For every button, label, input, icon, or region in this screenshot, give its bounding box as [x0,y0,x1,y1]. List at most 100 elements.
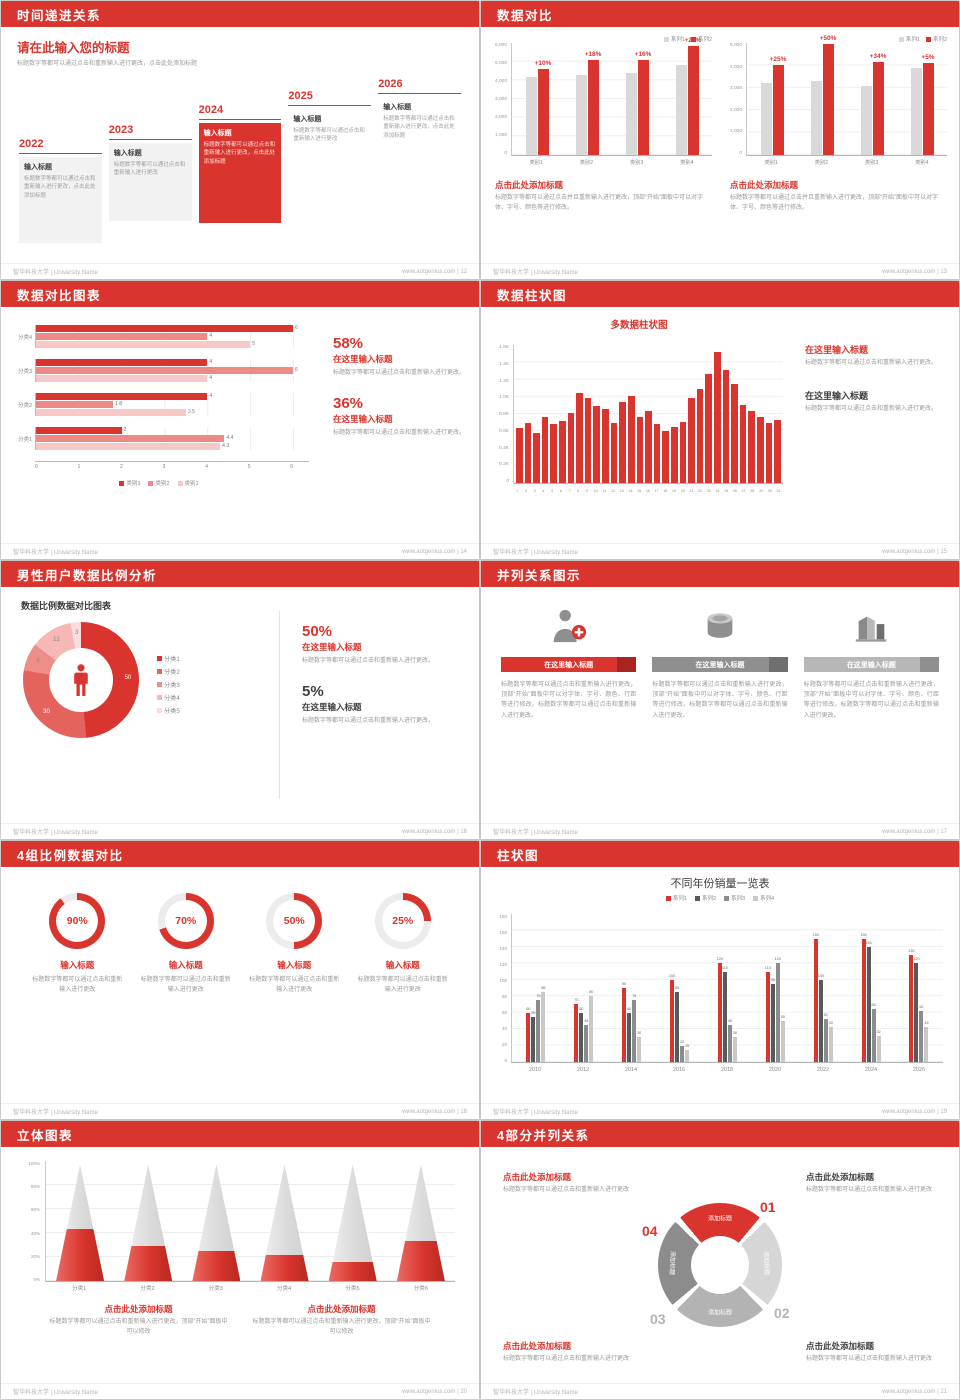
slide-13[interactable]: 数据对比 系列1 系列2 6,000 5,000 4,000 3,000 2,000 1,00… [481,1,959,279]
bar: 120 [717,957,723,1062]
bar-value-label: 65 [871,1002,876,1007]
y-tick-label: 0 [739,150,742,156]
legend-label: 系列4 [760,896,775,902]
timeline-year: 2022 [19,137,44,150]
x-tick-label: 类别2 [579,160,593,166]
y-tick-label: 20% [30,1253,40,1259]
circular-diagram-stage: 添加标题 添加标题 添加标题 添加标题 01 02 03 04 点击此处添加标题 标题… [481,1147,959,1383]
stat-block: 50% 在这里输入标题 标题数字等都可以通过点击和重新输入进行更改。 [302,623,465,667]
text-blocks: 点击此处添加标题 标题数字等都可以通过点击和重新输入进行更改，顶部“开始”面板中… [1,1293,479,1338]
bar [567,413,575,483]
bar-value-label: 3.5 [187,409,195,415]
bar-group [765,345,773,483]
bar-group [714,345,721,483]
bar-group: +5% [910,43,935,155]
timeline-rule [19,152,102,154]
block-text: 标题数字等都可以通过点击和重新输入进行更改。 [805,360,938,366]
bar [731,383,738,483]
ring-item: 70% 输入标题 标题数字等都可以通过点击和重新输入进行更改 [137,893,235,995]
bar-value-label: 110 [764,965,771,970]
bar: 100 [818,974,824,1062]
bar-value-label: 120 [716,957,724,962]
bar-group: +22% [675,37,701,155]
legend-label: 系列2 [697,37,712,43]
y-tick-label: 2,000 [494,115,507,120]
x-tick-label: 0 [35,464,38,470]
bar: 45 [728,1019,732,1062]
ring-inner: 50% [273,900,316,942]
bar-group [593,345,601,483]
slide-12[interactable]: 时间递进关系 请在此输入您的标题 标题数字等都可以通过点击和重新输入进行更改，点… [1,1,479,279]
bar: 85 [541,986,546,1062]
bar [748,411,756,483]
bar-value-label: 45 [584,1019,589,1023]
progress-ring: 70% [157,893,214,949]
slide-14[interactable]: 数据对比图表 分类4 6 4 5 分类3 4 6 4 分类2 4 1.8 3.5 分类1 2 4.4 4.3 0… [1,281,479,559]
progress-ring: 50% [266,893,323,949]
bar-group: +34% [860,43,886,155]
chart-title: 数据比例数据对比图表 [21,601,112,611]
ring-inner: 90% [56,900,99,942]
slide-18[interactable]: 4组比例数据对比 90% 输入标题 标题数字等都可以通过点击和重新输入进行更改 70%… [1,841,479,1119]
legend-item: 系列1 [898,35,920,43]
cone-fill [124,1246,173,1281]
slide-21[interactable]: 4部分并列关系 添加标题 添加标题 添加标题 添加标题 01 02 03 04 点击此… [481,1121,959,1399]
pct-label: +16% [634,50,652,58]
bar-group: 110 95 120 50 [765,914,785,1062]
bar: 150 [860,933,867,1062]
comparison-panel: 系列1 系列2 5,000 4,000 3,000 2,000 1,000 0 +25% +50%… [726,35,949,263]
bar-value-label: 110 [721,965,728,970]
legend-label: 类别1 [184,481,199,487]
slide-16[interactable]: 男性用户数据比例分析 数据比例数据对比图表 50 30 [1,561,479,839]
bar: 75 [632,994,636,1062]
bar-group [619,345,626,483]
y-tick-label: 0% [33,1276,40,1282]
bar: 110 [765,966,771,1062]
x-tick-label: 2024 [864,1066,878,1073]
segment-label: 添加标题 [707,1310,733,1317]
text-blocks: 在这里输入标题 标题数字等都可以通过点击和重新输入进行更改。 在这里输入标题 标… [785,313,947,543]
slide-header-title: 数据对比图表 [17,288,102,303]
x-tick-label: 类别3 [864,160,879,166]
slide-15[interactable]: 数据柱状图 多数据柱状图 1.6K 1.4K 1.2K 1.0K 0.8K 0.6K 0.4… [481,281,959,559]
bar-group-row: 分类2 4 1.8 3.5 [9,393,309,416]
cone [260,1164,309,1281]
x-tick-label: 1 [516,488,519,493]
comparison-panels: 系列1 系列2 6,000 5,000 4,000 3,000 2,000 1,000 0 +10… [481,27,959,263]
legend-swatch [898,36,904,42]
legend-swatch [663,36,669,42]
slide-footer: 智华科技大学 | University Name www.aotgenius.c… [481,543,959,559]
footer-university: 智华科技大学 | University Name [493,1110,578,1116]
bar-group [576,345,583,483]
timeline-box: 输入标题 标题数字等都可以通过点击和重新输入进行更改，点击此处添加标题 [19,156,102,243]
footer-site-page: www.aotgenius.com | 19 [882,1108,947,1115]
footer-site-page: www.aotgenius.com | 18 [402,1108,467,1115]
block-title: 点击此处添加标题 [307,1304,376,1314]
slide-17[interactable]: 并列关系图示 在这里输入标题 标题数字等都可以通过点击和重新输 [481,561,959,839]
vertical-divider [279,611,280,799]
block-title: 点击此处添加标题 [503,1172,572,1182]
bar: +5% [921,54,935,155]
slide-20[interactable]: 立体图表 100% 80% 60% 40% 20% 0% 分类1 分类2 分类3 分类4 分类5 分类… [1,1121,479,1399]
y-tick-label: 1,000 [729,129,742,135]
x-tick-label: 18 [663,488,668,493]
legend: 系列1 系列2 系列3 系列4 [481,894,959,902]
parallel-item: 在这里输入标题 标题数字等都可以通过点击和重新输入进行更改，顶部“开始”面板中可… [652,603,788,721]
timeline-box: 输入标题 标题数字等都可以通过点击和重新输入进行更改，点击此处添加标题 [198,122,282,223]
x-tick-label: 分类2 [140,1286,155,1292]
pct-label: +18% [584,51,602,59]
ring-title: 输入标题 [385,960,420,970]
block-text: 标题数字等都可以通过点击和重新输入进行更改，顶部“开始”面板中可以修改 [252,1319,431,1335]
slide-footer: 智华科技大学 | University Name www.aotgenius.c… [481,1103,959,1119]
x-tick-label: 类别4 [915,160,929,166]
bar: +16% [635,51,651,155]
legend-label: 系列2 [932,37,947,43]
bar: 4.4 [36,435,233,442]
text-block: 点击此处添加标题 标题数字等都可以通过点击和重新输入进行更改 [503,1340,648,1365]
x-tick-label: 8 [577,488,580,493]
bar-group: 70 60 45 80 [574,914,593,1062]
x-tick-label: 分类4 [277,1286,292,1292]
y-axis: 1.6K 1.4K 1.2K 1.0K 0.8K 0.6K 0.4K 0.2K 0 [493,345,511,484]
bar-chart: 1.6K 1.4K 1.2K 1.0K 0.8K 0.6K 0.4K 0.2K 0 1 2 3 4 5 6 7… [493,337,785,495]
slide-19[interactable]: 柱状图 不同年份销量一览表 系列1 系列2 系列3 系列4 180 160 140 120 1… [481,841,959,1119]
